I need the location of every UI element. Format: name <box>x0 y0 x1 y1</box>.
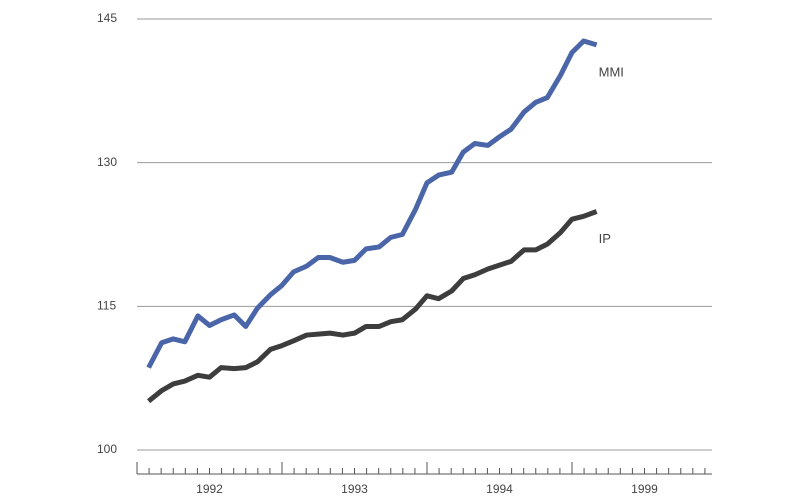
series-line <box>147 209 598 404</box>
series-label: IP <box>599 231 611 246</box>
series-line <box>146 38 598 369</box>
y-tick-label: 130 <box>97 155 117 169</box>
x-tick-label: 1992 <box>196 482 223 496</box>
x-tick-label: 1999 <box>631 482 658 496</box>
x-tick-label: 1994 <box>486 482 513 496</box>
x-tick-label: 1993 <box>341 482 368 496</box>
y-tick-label: 115 <box>97 299 116 313</box>
y-tick-label: 100 <box>97 442 117 456</box>
series-label: MMI <box>599 64 624 79</box>
y-tick-label: 145 <box>97 11 117 25</box>
